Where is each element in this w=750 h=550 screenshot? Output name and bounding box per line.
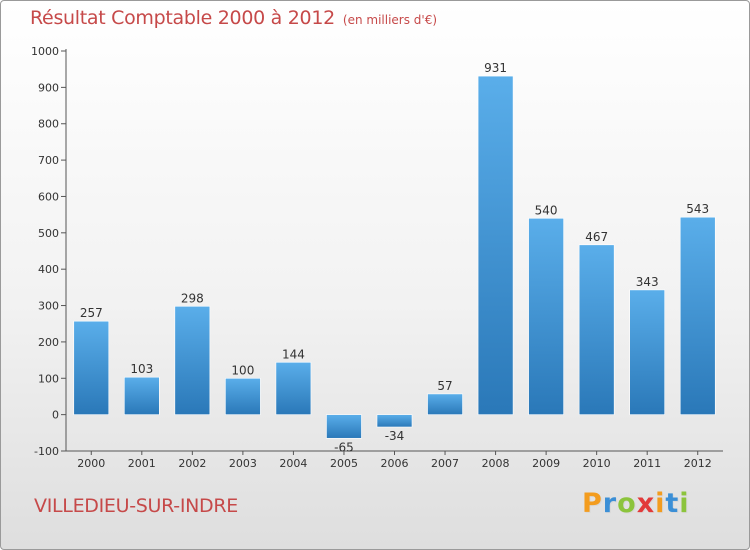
- y-tick-label: -100: [34, 445, 59, 458]
- logo-letter: t: [665, 488, 680, 519]
- bar: [124, 376, 160, 415]
- data-label: 540: [535, 203, 558, 217]
- data-label: -34: [385, 429, 405, 443]
- x-tick-label: 2004: [279, 457, 307, 470]
- bar: [376, 414, 413, 428]
- logo-letter: i: [679, 488, 690, 519]
- x-tick-label: 2001: [128, 457, 156, 470]
- bar: [477, 75, 514, 415]
- x-tick-label: 2011: [633, 457, 661, 470]
- logo-letter: i: [655, 488, 666, 519]
- logo-letter: P: [582, 488, 603, 519]
- y-tick-label: 600: [38, 190, 59, 203]
- y-tick-label: 200: [38, 336, 59, 349]
- y-tick-label: 700: [38, 154, 59, 167]
- bar: [174, 305, 211, 415]
- bar: [578, 244, 615, 415]
- bar: [427, 393, 463, 415]
- logo-letter: o: [617, 488, 637, 519]
- x-tick-label: 2010: [583, 457, 611, 470]
- bar: [275, 361, 312, 415]
- data-label: 298: [181, 291, 204, 305]
- y-tick-label: 400: [38, 263, 59, 276]
- y-tick-label: 500: [38, 227, 59, 240]
- x-tick-label: 2002: [178, 457, 206, 470]
- bar: [629, 289, 665, 415]
- y-tick-label: 0: [52, 409, 59, 422]
- bar: [528, 217, 564, 415]
- data-label: -65: [334, 440, 354, 454]
- data-label: 100: [231, 363, 254, 377]
- data-label: 57: [437, 379, 452, 393]
- y-tick-label: 100: [38, 372, 59, 385]
- proxiti-logo: Proxiti: [582, 488, 690, 519]
- x-tick-label: 2006: [381, 457, 409, 470]
- y-tick-label: 1000: [31, 45, 59, 58]
- logo-letter: r: [602, 488, 618, 519]
- chart-title: Résultat Comptable 2000 à 2012: [30, 7, 335, 29]
- data-label: 257: [80, 306, 103, 320]
- bar: [679, 216, 716, 415]
- y-tick-label: 300: [38, 300, 59, 313]
- x-tick-label: 2003: [229, 457, 257, 470]
- logo-letter: x: [636, 488, 656, 519]
- bar: [73, 320, 110, 415]
- y-tick-label: 800: [38, 118, 59, 131]
- bar: [326, 414, 362, 439]
- location-name: VILLEDIEU-SUR-INDRE: [34, 495, 238, 517]
- data-label: 467: [585, 230, 608, 244]
- x-tick-label: 2000: [77, 457, 105, 470]
- x-tick-label: 2009: [532, 457, 560, 470]
- data-label: 103: [130, 362, 153, 376]
- chart-title-block: Résultat Comptable 2000 à 2012 (en millie…: [30, 7, 437, 29]
- data-label: 543: [686, 202, 709, 216]
- data-label: 343: [636, 275, 659, 289]
- y-tick-label: 900: [38, 81, 59, 94]
- data-label: 144: [282, 347, 305, 361]
- x-tick-label: 2012: [684, 457, 712, 470]
- x-tick-label: 2005: [330, 457, 358, 470]
- bar: [225, 377, 261, 415]
- x-tick-label: 2007: [431, 457, 459, 470]
- chart-subtitle: (en milliers d'€): [342, 13, 438, 27]
- data-label: 931: [484, 61, 507, 75]
- x-tick-label: 2008: [482, 457, 510, 470]
